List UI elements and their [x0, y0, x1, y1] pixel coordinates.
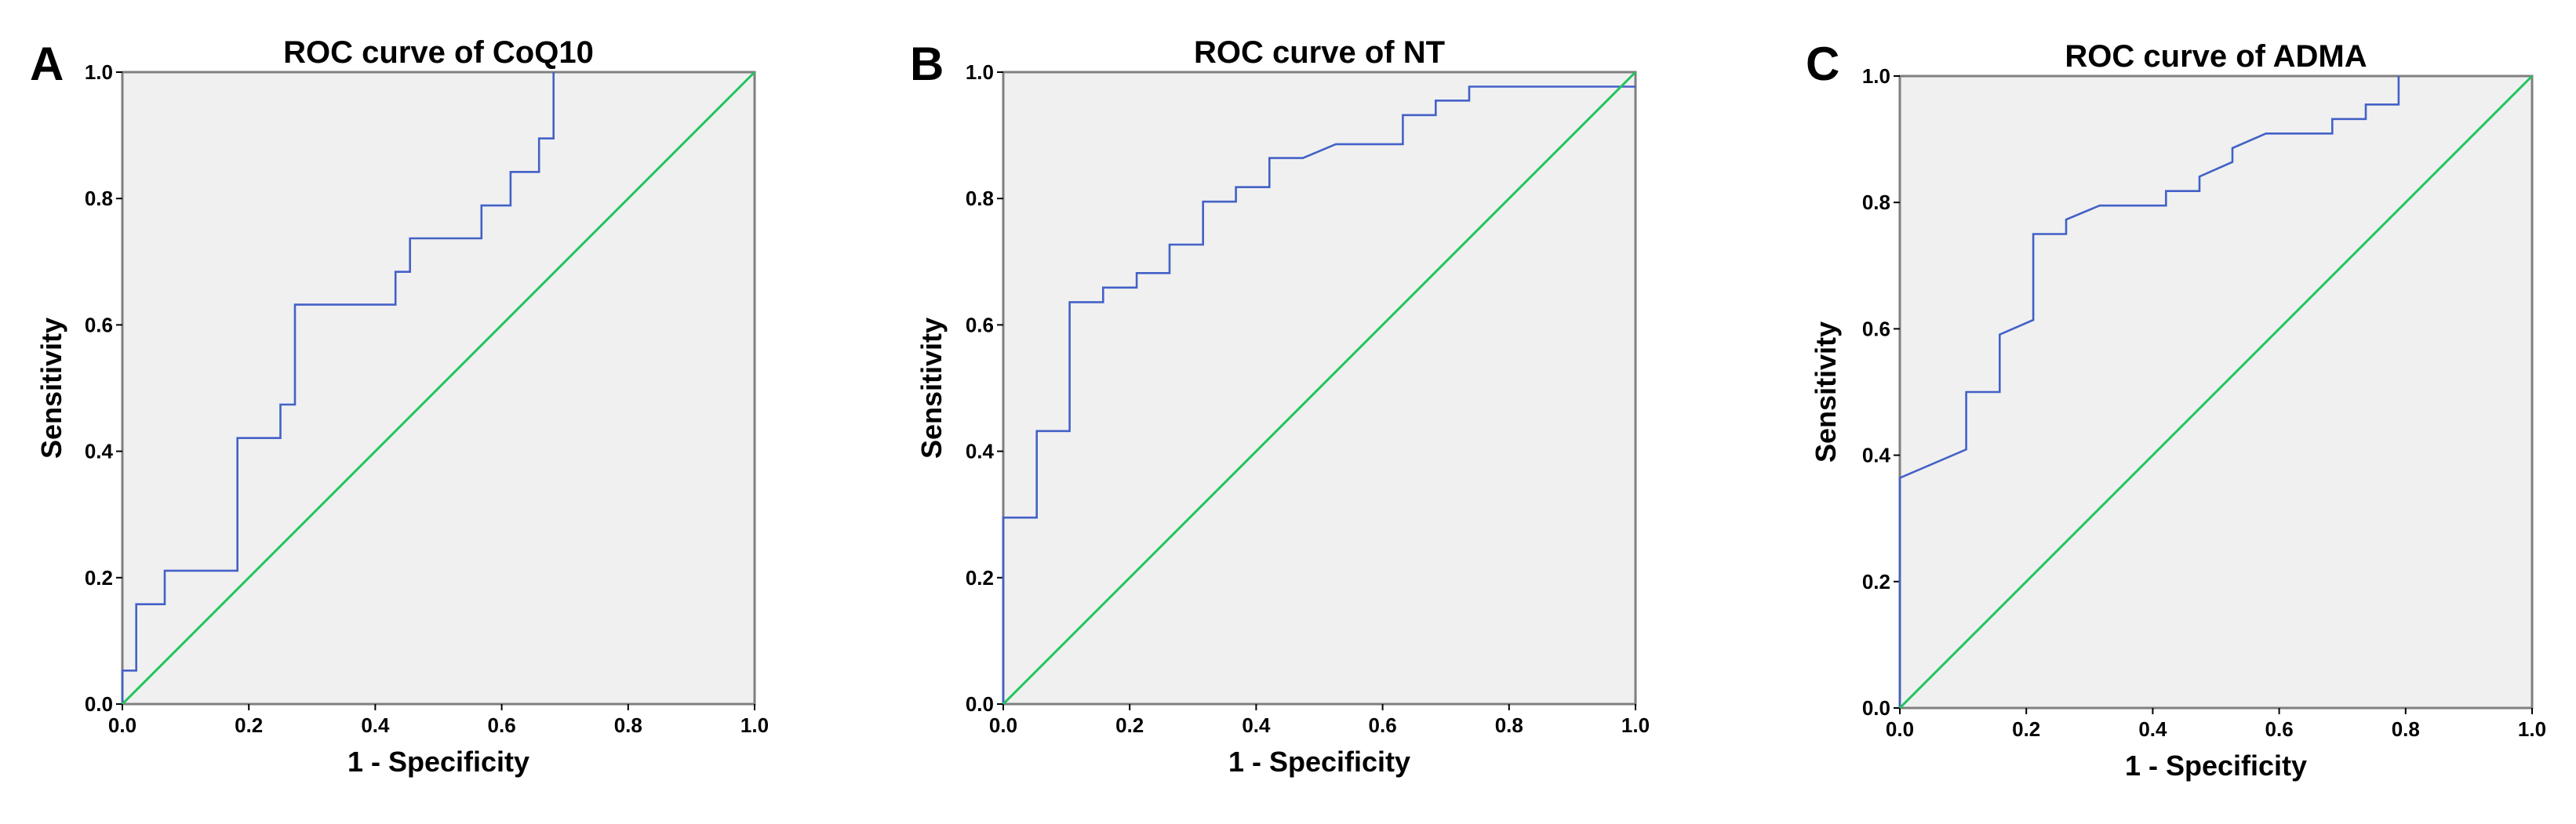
panel-letter: C [1806, 38, 1839, 90]
chart-panel-b: B ROC curve of NT 0.0 0.2 0.4 0.6 0.8 1.0 0.0 0.2… [910, 35, 1650, 778]
x-tick-label: 0.8 [2392, 717, 2420, 741]
x-tick-label: 1.0 [1621, 713, 1650, 737]
chart-panel-a: A ROC curve of CoQ10 0.0 0.2 0.4 0.6 0.8 1.0 0.0… [30, 35, 769, 778]
reference-line [1002, 71, 1637, 706]
y-tick-label: 0.8 [966, 187, 994, 210]
panel-letter: B [910, 38, 944, 90]
y-tick-label: 0.6 [1862, 317, 1890, 340]
x-tick-label: 0.2 [235, 713, 263, 737]
chart-title: ROC curve of NT [1194, 35, 1445, 70]
x-tick-label: 0.6 [488, 713, 516, 737]
y-tick-label: 0.4 [966, 440, 995, 463]
x-axis-label: 1 - Specificity [347, 746, 529, 778]
x-tick-label: 0.4 [1242, 713, 1271, 737]
y-tick-label: 0.4 [1862, 444, 1891, 467]
panel-letter: A [30, 38, 64, 90]
roc-curve [1898, 76, 2400, 708]
y-tick-label: 0.2 [1862, 570, 1890, 593]
chart-title: ROC curve of ADMA [2065, 39, 2367, 74]
x-tick-label: 0.4 [2138, 717, 2167, 741]
x-tick-label: 0.2 [1115, 713, 1144, 737]
y-tick-label: 0.0 [1862, 696, 1890, 720]
y-tick-label: 0.8 [1862, 191, 1890, 214]
x-tick-label: 0.0 [989, 713, 1017, 737]
y-axis-label: Sensitivity [35, 318, 67, 459]
x-tick-label: 0.6 [2265, 717, 2294, 741]
x-tick-label: 0.4 [361, 713, 390, 737]
chart-panel-c: C ROC curve of ADMA 0.0 0.2 0.4 0.6 0.8 1.0 0.0 0… [1806, 38, 2546, 782]
roc-curve [1002, 85, 1635, 704]
y-axis-label: Sensitivity [1810, 321, 1842, 463]
x-tick-label: 0.6 [1369, 713, 1397, 737]
x-tick-label: 0.0 [1886, 717, 1914, 741]
x-axis-label: 1 - Specificity [2125, 750, 2307, 782]
y-axis-label: Sensitivity [915, 318, 948, 459]
y-tick-label: 1.0 [966, 60, 994, 84]
y-tick-label: 0.2 [966, 566, 994, 590]
y-tick-label: 0.6 [85, 313, 113, 336]
reference-line [1898, 74, 2534, 710]
y-tick-label: 1.0 [85, 60, 113, 84]
reference-line [121, 71, 756, 706]
x-tick-label: 0.2 [2012, 717, 2040, 741]
y-tick-label: 0.0 [85, 692, 113, 716]
x-tick-label: 1.0 [2518, 717, 2546, 741]
roc-curve [121, 72, 555, 704]
y-tick-label: 1.0 [1862, 64, 1890, 88]
x-tick-label: 0.8 [1495, 713, 1523, 737]
y-tick-label: 0.2 [85, 566, 113, 590]
y-tick-label: 0.8 [85, 187, 113, 210]
x-tick-label: 0.0 [108, 713, 136, 737]
y-tick-label: 0.6 [966, 313, 994, 336]
y-tick-label: 0.4 [85, 440, 114, 463]
chart-title: ROC curve of CoQ10 [283, 35, 594, 70]
x-tick-label: 1.0 [740, 713, 769, 737]
y-tick-label: 0.0 [966, 692, 994, 716]
x-axis-label: 1 - Specificity [1228, 746, 1410, 778]
x-tick-label: 0.8 [614, 713, 642, 737]
